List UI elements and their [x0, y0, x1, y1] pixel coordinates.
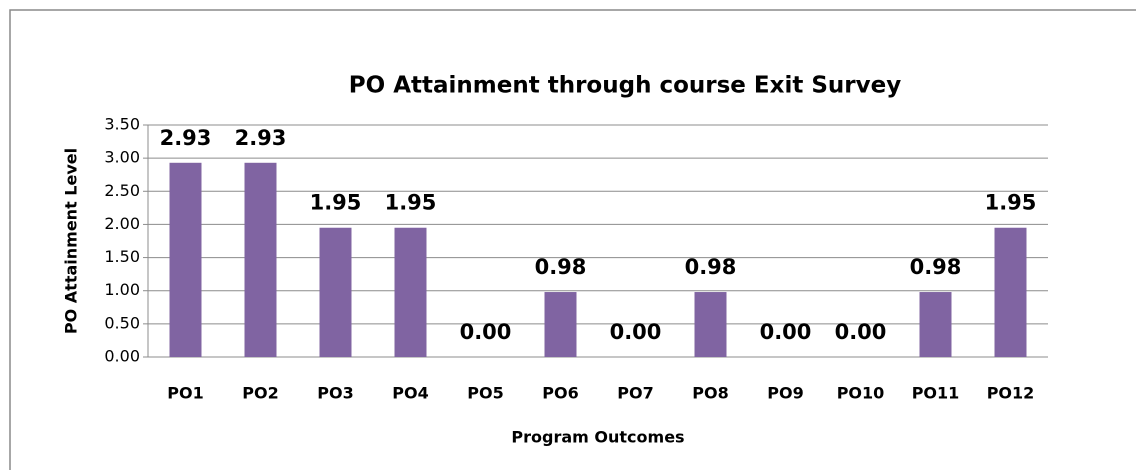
y-tick-label: 1.50	[104, 247, 140, 266]
y-tick-label: 2.50	[104, 181, 140, 200]
data-label: 0.00	[760, 320, 812, 344]
x-tick-label: PO10	[837, 384, 885, 403]
data-label: 0.98	[685, 255, 737, 279]
x-axis-label: Program Outcomes	[511, 428, 684, 447]
bar	[319, 227, 352, 357]
x-tick-label: PO6	[542, 384, 578, 403]
bar	[544, 292, 577, 357]
data-label: 2.93	[235, 126, 287, 150]
y-tick-label: 1.00	[104, 280, 140, 299]
x-tick-label: PO3	[317, 384, 353, 403]
y-tick-label: 3.50	[104, 115, 140, 134]
data-label: 1.95	[310, 191, 362, 215]
data-label: 0.00	[460, 320, 512, 344]
chart-title: PO Attainment through course Exit Survey	[349, 73, 901, 99]
x-tick-label: PO8	[692, 384, 728, 403]
x-tick-label: PO4	[392, 384, 428, 403]
x-tick-label: PO5	[467, 384, 503, 403]
y-tick-label: 0.00	[104, 347, 140, 366]
y-tick-label: 0.50	[104, 313, 140, 332]
x-tick-label: PO11	[912, 384, 960, 403]
y-tick-label: 3.00	[104, 148, 140, 167]
x-tick-label: PO2	[242, 384, 278, 403]
data-label: 1.95	[385, 191, 437, 215]
y-axis-label: PO Attainment Level	[62, 148, 81, 334]
bar	[244, 162, 277, 357]
data-label: 0.00	[610, 320, 662, 344]
x-tick-label: PO7	[617, 384, 653, 403]
data-label: 0.98	[910, 255, 962, 279]
data-label: 0.98	[535, 255, 587, 279]
x-tick-label: PO9	[767, 384, 803, 403]
bar	[694, 292, 727, 357]
bar	[394, 227, 427, 357]
bar	[919, 292, 952, 357]
bar	[169, 162, 202, 357]
data-label: 2.93	[160, 126, 212, 150]
y-tick-label: 2.00	[104, 214, 140, 233]
x-tick-label: PO1	[167, 384, 203, 403]
data-label: 0.00	[835, 320, 887, 344]
x-tick-label: PO12	[987, 384, 1035, 403]
data-label: 1.95	[985, 191, 1037, 215]
bar	[994, 227, 1027, 357]
